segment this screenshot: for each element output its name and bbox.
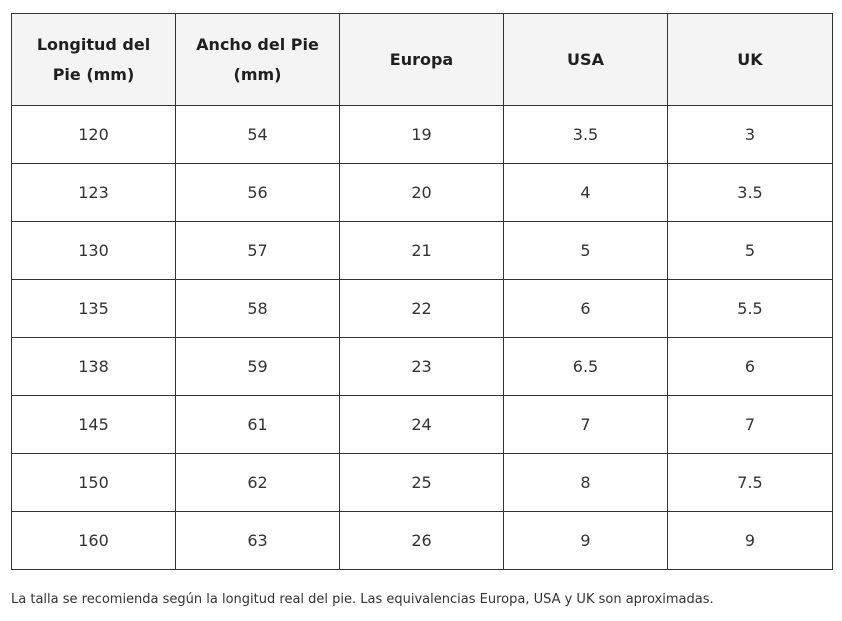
table-row: 150 62 25 8 7.5 bbox=[11, 453, 833, 512]
cell-foot-width: 63 bbox=[175, 511, 340, 570]
cell-foot-width: 54 bbox=[175, 105, 340, 164]
header-text: (mm) bbox=[233, 64, 282, 84]
header-europe: Europa bbox=[339, 13, 504, 106]
cell-uk: 3.5 bbox=[667, 163, 833, 222]
header-foot-length: Longitud del Pie (mm) bbox=[11, 13, 176, 106]
cell-foot-length: 135 bbox=[11, 279, 176, 338]
cell-usa: 3.5 bbox=[503, 105, 668, 164]
header-text: Longitud del bbox=[36, 34, 151, 54]
cell-foot-width: 56 bbox=[175, 163, 340, 222]
cell-foot-width: 58 bbox=[175, 279, 340, 338]
header-text: Europa bbox=[389, 49, 454, 69]
cell-foot-length: 150 bbox=[11, 453, 176, 512]
cell-europe: 22 bbox=[339, 279, 504, 338]
table-row: 135 58 22 6 5.5 bbox=[11, 279, 833, 338]
cell-foot-length: 123 bbox=[11, 163, 176, 222]
header-text: Ancho del Pie bbox=[196, 34, 319, 54]
cell-usa: 5 bbox=[503, 221, 668, 280]
cell-foot-length: 120 bbox=[11, 105, 176, 164]
cell-usa: 8 bbox=[503, 453, 668, 512]
cell-uk: 7.5 bbox=[667, 453, 833, 512]
cell-europe: 19 bbox=[339, 105, 504, 164]
table-header: Longitud del Pie (mm) Ancho del Pie (mm)… bbox=[11, 13, 833, 106]
cell-usa: 4 bbox=[503, 163, 668, 222]
cell-europe: 23 bbox=[339, 337, 504, 396]
cell-foot-width: 61 bbox=[175, 395, 340, 454]
cell-foot-length: 130 bbox=[11, 221, 176, 280]
cell-foot-length: 160 bbox=[11, 511, 176, 570]
header-foot-width: Ancho del Pie (mm) bbox=[175, 13, 340, 106]
header-text: USA bbox=[567, 49, 604, 69]
cell-uk: 3 bbox=[667, 105, 833, 164]
cell-foot-length: 138 bbox=[11, 337, 176, 396]
footnote: La talla se recomienda según la longitud… bbox=[11, 592, 714, 607]
size-chart-table: Longitud del Pie (mm) Ancho del Pie (mm)… bbox=[11, 13, 833, 570]
header-text: UK bbox=[737, 49, 763, 69]
table-body: 120 54 19 3.5 3 123 56 20 4 3.5 130 57 21 5 5 135 58 22 6 5… bbox=[11, 105, 833, 570]
table-row: 130 57 21 5 5 bbox=[11, 221, 833, 280]
cell-foot-width: 59 bbox=[175, 337, 340, 396]
cell-usa: 6 bbox=[503, 279, 668, 338]
table-row: 138 59 23 6.5 6 bbox=[11, 337, 833, 396]
table-row: 160 63 26 9 9 bbox=[11, 511, 833, 570]
table-row: 145 61 24 7 7 bbox=[11, 395, 833, 454]
cell-europe: 25 bbox=[339, 453, 504, 512]
header-text: Pie (mm) bbox=[52, 64, 135, 84]
table-row: 123 56 20 4 3.5 bbox=[11, 163, 833, 222]
cell-uk: 5 bbox=[667, 221, 833, 280]
header-row: Longitud del Pie (mm) Ancho del Pie (mm)… bbox=[11, 13, 833, 106]
cell-uk: 5.5 bbox=[667, 279, 833, 338]
cell-usa: 7 bbox=[503, 395, 668, 454]
cell-europe: 26 bbox=[339, 511, 504, 570]
cell-europe: 24 bbox=[339, 395, 504, 454]
cell-europe: 20 bbox=[339, 163, 504, 222]
cell-usa: 9 bbox=[503, 511, 668, 570]
table-row: 120 54 19 3.5 3 bbox=[11, 105, 833, 164]
cell-uk: 9 bbox=[667, 511, 833, 570]
header-uk: UK bbox=[667, 13, 833, 106]
cell-europe: 21 bbox=[339, 221, 504, 280]
cell-foot-length: 145 bbox=[11, 395, 176, 454]
header-usa: USA bbox=[503, 13, 668, 106]
cell-uk: 6 bbox=[667, 337, 833, 396]
cell-foot-width: 57 bbox=[175, 221, 340, 280]
cell-usa: 6.5 bbox=[503, 337, 668, 396]
cell-foot-width: 62 bbox=[175, 453, 340, 512]
cell-uk: 7 bbox=[667, 395, 833, 454]
